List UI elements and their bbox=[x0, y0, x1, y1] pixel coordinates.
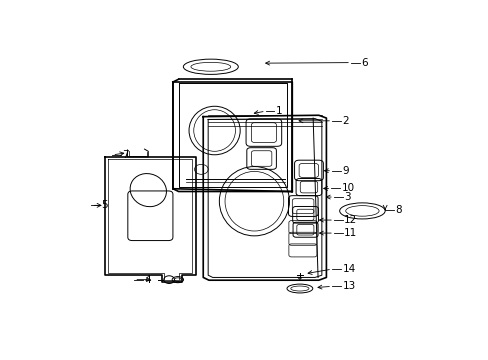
Text: 9: 9 bbox=[342, 166, 348, 176]
Text: 13: 13 bbox=[342, 281, 355, 291]
Text: 3: 3 bbox=[344, 192, 350, 202]
Text: 6: 6 bbox=[361, 58, 367, 68]
Text: 5: 5 bbox=[102, 201, 108, 210]
Text: 7: 7 bbox=[122, 150, 129, 160]
Text: 10: 10 bbox=[341, 184, 354, 193]
Text: 8: 8 bbox=[395, 204, 401, 215]
Text: 14: 14 bbox=[342, 264, 355, 274]
Text: 12: 12 bbox=[344, 215, 357, 225]
Text: 11: 11 bbox=[344, 228, 357, 238]
Text: 2: 2 bbox=[342, 116, 348, 126]
Text: 1: 1 bbox=[275, 106, 282, 116]
Text: 4: 4 bbox=[144, 275, 151, 285]
